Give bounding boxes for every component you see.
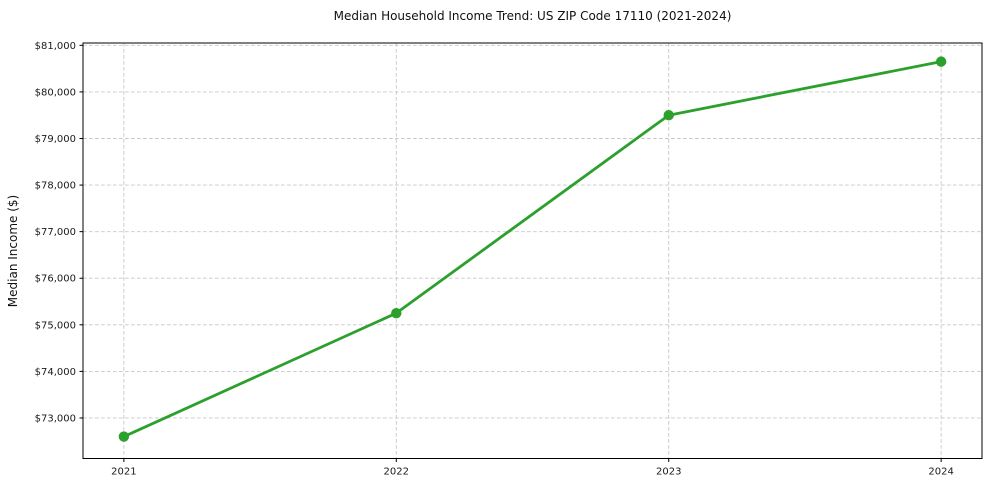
- y-axis-label: Median Income ($): [6, 194, 20, 308]
- y-tick-label: $73,000: [35, 413, 76, 424]
- y-tick-label: $80,000: [35, 87, 76, 98]
- x-tick-label: 2024: [928, 467, 953, 478]
- x-tick-label: 2023: [656, 467, 681, 478]
- data-point-2021: [118, 431, 130, 442]
- y-tick-label: $78,000: [35, 181, 76, 192]
- y-tick-label: $74,000: [35, 367, 76, 378]
- data-point-2024: [935, 56, 947, 67]
- chart-title: Median Household Income Trend: US ZIP Co…: [333, 9, 732, 23]
- y-tick-label: $77,000: [35, 227, 76, 238]
- x-tick-label: 2022: [384, 467, 409, 478]
- x-tick-label: 2021: [111, 467, 136, 478]
- y-tick-label: $81,000: [35, 41, 76, 52]
- y-tick-label: $76,000: [35, 274, 76, 285]
- trend-line: [122, 60, 943, 439]
- data-point-2023: [663, 110, 674, 121]
- y-tick-label: $75,000: [35, 320, 76, 331]
- data-point-2022: [391, 307, 402, 319]
- y-tick-label: $79,000: [35, 134, 76, 145]
- axes-spines: [82, 42, 983, 459]
